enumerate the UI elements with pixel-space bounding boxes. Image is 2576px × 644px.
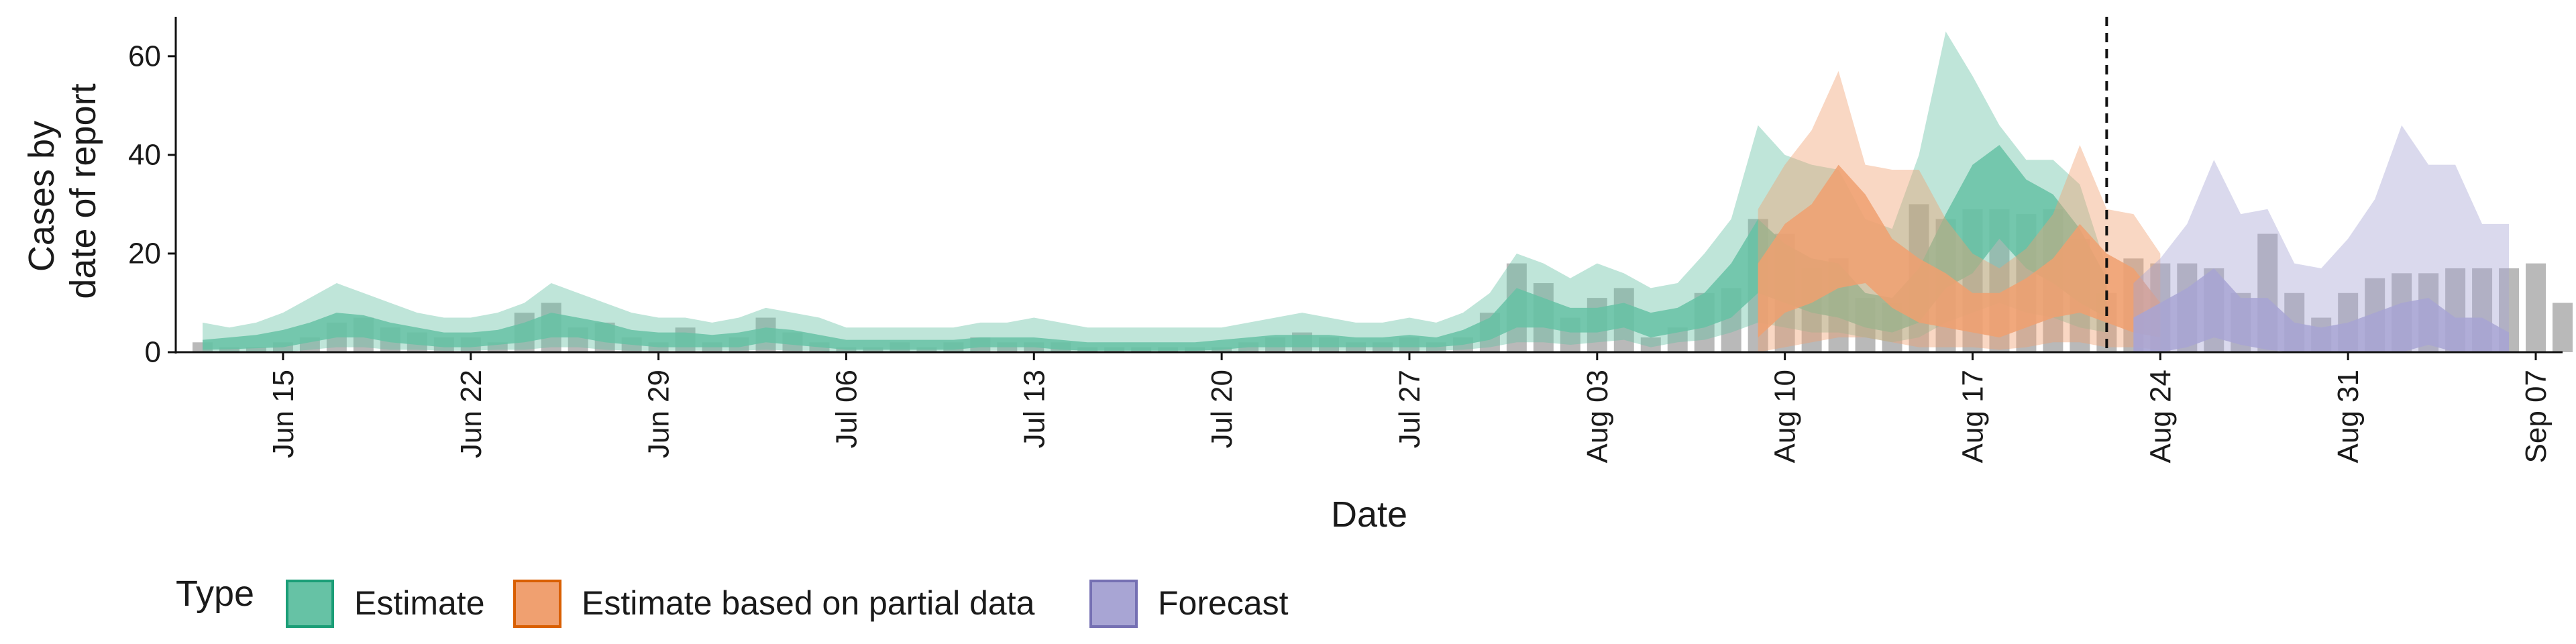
legend-label: Forecast (1158, 584, 1289, 622)
x-tick-label: Aug 10 (1769, 370, 1802, 463)
inner-band (2133, 268, 2510, 352)
observed-bar (2553, 303, 2573, 352)
y-axis-title-line-2: date of report (63, 83, 103, 299)
y-tick-label: 0 (145, 336, 161, 369)
observed-bar (2526, 263, 2546, 352)
observed-bar (219, 347, 239, 352)
x-axis-title: Date (1331, 494, 1407, 535)
x-tick-label: Jun 15 (267, 370, 300, 458)
observed-bar (1640, 337, 1661, 352)
observed-bar (836, 347, 857, 352)
observed-bar (246, 347, 266, 352)
y-tick-label: 40 (128, 138, 161, 171)
legend-label: Estimate (354, 584, 485, 622)
legend-swatch (513, 580, 561, 628)
x-tick-label: Jul 06 (830, 370, 863, 448)
y-tick-label: 20 (128, 237, 161, 270)
x-tick-label: Jun 22 (455, 370, 488, 458)
observed-bar (863, 347, 883, 352)
y-tick-label: 60 (128, 40, 161, 72)
x-tick-label: Aug 24 (2144, 370, 2177, 463)
legend-label: Estimate based on partial data (582, 584, 1035, 622)
x-tick-label: Jul 13 (1018, 370, 1051, 448)
series-bands (202, 32, 2510, 353)
legend-title: Type (176, 574, 254, 614)
legend: Type Estimate Estimate based on partial d… (176, 574, 1289, 628)
legend-swatch (286, 580, 334, 628)
x-tick-label: Jul 20 (1205, 370, 1238, 448)
observed-bar (916, 347, 937, 352)
x-tick-label: Aug 17 (1956, 370, 1989, 463)
inner-band (202, 145, 2107, 351)
x-tick-label: Aug 31 (2332, 370, 2365, 463)
x-tick-label: Jun 29 (643, 370, 676, 458)
y-axis-title: Cases by date of report (21, 83, 103, 299)
x-axis-ticks: Jun 15 Jun 22 Jun 29 Jul 06 Jul 13 Jul 20 Jul … (267, 352, 2553, 463)
inner-band (1758, 164, 2161, 337)
observed-bar (1212, 347, 1232, 352)
x-tick-label: Aug 03 (1581, 370, 1614, 463)
legend-swatch (1089, 580, 1138, 628)
x-tick-label: Jul 27 (1393, 370, 1426, 448)
y-axis-ticks: 0 20 40 60 (128, 40, 176, 369)
y-axis-title-line-1: Cases by (21, 121, 62, 272)
x-tick-label: Sep 07 (2520, 370, 2553, 463)
